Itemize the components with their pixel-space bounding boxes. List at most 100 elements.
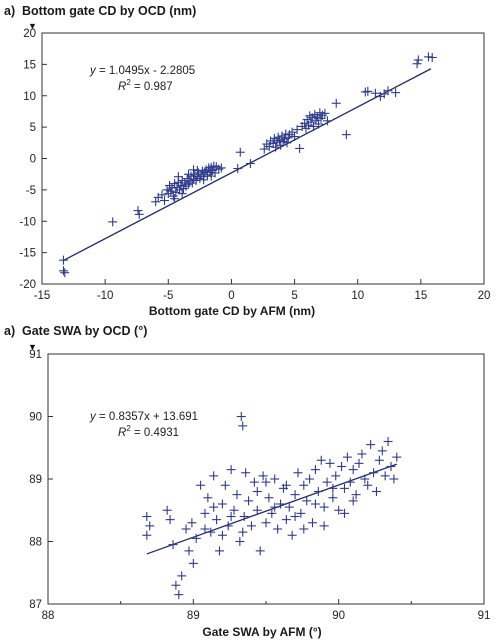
data-point <box>191 175 201 185</box>
y-tick-label: 20 <box>23 28 36 40</box>
x-tick-label: 0 <box>228 290 234 302</box>
data-point <box>413 55 423 65</box>
data-point <box>195 174 205 184</box>
data-point <box>209 471 219 481</box>
x-tick-label: 5 <box>291 290 297 302</box>
data-point <box>328 483 338 493</box>
x-tick-label: -10 <box>97 290 114 302</box>
data-point <box>354 458 364 468</box>
data-point <box>295 143 305 153</box>
data-point <box>187 518 197 528</box>
data-point <box>252 505 262 515</box>
data-point <box>383 86 393 96</box>
data-point <box>184 546 194 556</box>
data-point <box>322 116 332 126</box>
x-tick-label: -5 <box>163 290 173 302</box>
data-point <box>322 477 332 487</box>
data-point <box>284 502 294 512</box>
data-points <box>142 412 402 600</box>
data-point <box>232 490 242 500</box>
data-point <box>172 182 182 192</box>
data-point <box>239 512 249 521</box>
data-point <box>276 499 286 509</box>
data-point <box>305 111 315 121</box>
y-tick-label: -10 <box>19 216 36 228</box>
x-axis: 88 89 90 91 <box>42 599 491 622</box>
x-tick-label: 88 <box>42 610 55 622</box>
data-point <box>246 521 256 531</box>
data-point <box>345 477 355 487</box>
y-tick-label: 10 <box>23 91 36 103</box>
data-point <box>261 518 271 528</box>
data-point <box>206 527 216 537</box>
data-point <box>168 191 178 201</box>
data-point <box>281 515 291 525</box>
data-point <box>360 474 370 484</box>
data-point <box>383 437 393 446</box>
data-point <box>165 180 175 190</box>
y-tick-label: -15 <box>19 248 36 260</box>
data-point <box>299 524 309 534</box>
data-point <box>199 175 209 185</box>
data-point <box>389 474 399 484</box>
data-point <box>142 512 152 521</box>
data-point <box>342 452 352 462</box>
x-tick-label: -15 <box>34 290 51 302</box>
data-point <box>357 449 367 459</box>
data-point <box>316 455 326 465</box>
y-axis: 87 88 89 90 91 <box>29 349 53 611</box>
data-point <box>60 268 70 278</box>
data-point <box>202 170 212 180</box>
data-point <box>159 196 169 206</box>
data-point <box>269 133 279 143</box>
data-point <box>290 490 300 500</box>
data-point <box>216 163 226 173</box>
data-point <box>200 508 210 518</box>
data-point <box>168 540 178 550</box>
data-point <box>212 515 222 525</box>
data-point <box>310 499 320 509</box>
data-point <box>236 412 246 421</box>
data-point <box>339 508 349 518</box>
data-point <box>235 147 245 157</box>
data-point <box>238 527 248 537</box>
data-point <box>134 209 144 219</box>
data-point <box>229 505 239 515</box>
data-point <box>196 480 206 490</box>
data-point <box>58 266 68 276</box>
chart-panel-cd: a) Bottom gate CD by OCD (nm) ▼ -20-15-1… <box>4 4 490 318</box>
data-point <box>370 88 380 98</box>
data-points <box>58 52 437 278</box>
data-point <box>191 533 201 543</box>
data-point <box>258 471 268 481</box>
data-point <box>203 493 213 503</box>
data-point <box>226 465 236 475</box>
data-point <box>292 125 302 135</box>
y-tick-label: 90 <box>29 412 42 424</box>
data-point <box>200 524 210 534</box>
data-point <box>223 521 233 531</box>
data-point <box>310 465 320 475</box>
data-point <box>374 455 384 465</box>
data-point <box>348 465 358 475</box>
r-squared: R2 = 0.4931 <box>118 424 179 439</box>
data-point <box>308 518 318 528</box>
data-point <box>293 468 303 478</box>
data-point <box>182 174 192 184</box>
data-point <box>142 530 152 540</box>
triangle-marker-icon: ▼ <box>28 342 37 352</box>
data-point <box>206 171 216 181</box>
data-point <box>189 165 199 175</box>
data-point <box>58 255 68 265</box>
data-point <box>299 480 309 490</box>
y-tick-label: 89 <box>29 474 42 486</box>
x-axis-label: Bottom gate CD by AFM (nm) <box>149 304 315 318</box>
y-tick-label: 0 <box>30 154 36 166</box>
data-point <box>108 217 118 227</box>
x-tick-label: 91 <box>478 610 491 622</box>
data-point <box>175 185 185 195</box>
data-point <box>259 144 269 154</box>
data-point <box>270 502 280 512</box>
data-point <box>273 524 283 534</box>
